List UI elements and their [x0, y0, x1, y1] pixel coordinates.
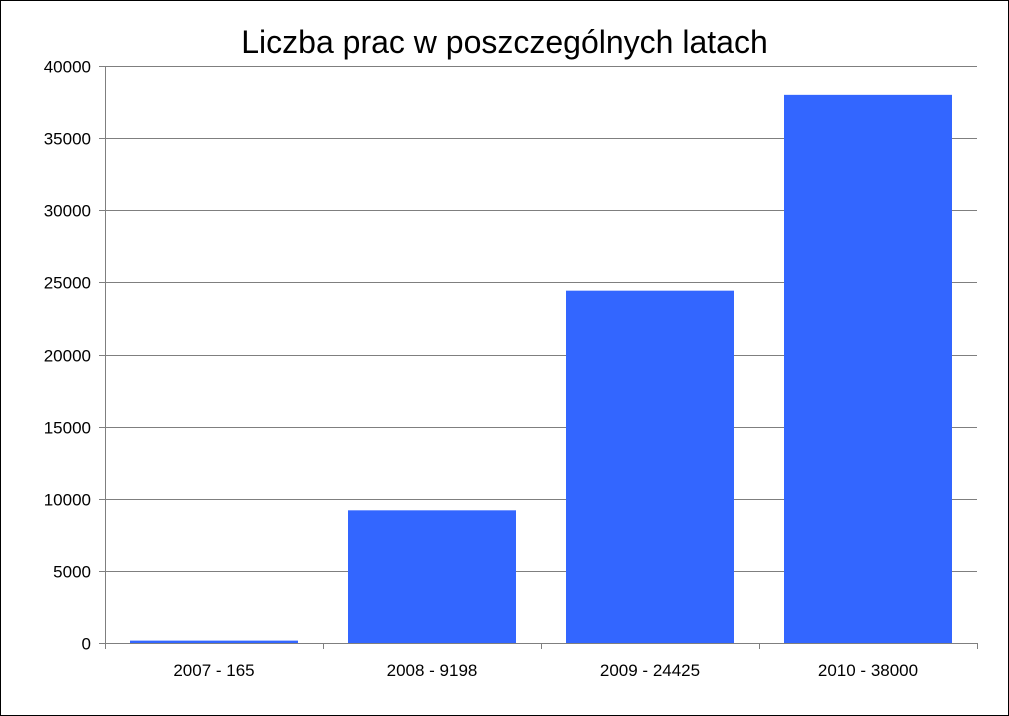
y-tick-label: 25000: [44, 274, 91, 293]
bar: [130, 640, 298, 643]
y-tick-label: 10000: [44, 491, 91, 510]
y-tick-label: 30000: [44, 202, 91, 221]
x-tick-label: 2008 - 9198: [387, 661, 478, 680]
y-tick-label: 35000: [44, 130, 91, 149]
bar: [566, 290, 734, 643]
y-tick-label: 20000: [44, 347, 91, 366]
y-tick-label: 15000: [44, 419, 91, 438]
y-tick-label: 40000: [44, 58, 91, 77]
y-tick-labels: 0 5000 10000 15000 20000 25000 30000 35000 40000: [44, 58, 91, 654]
bar: [784, 94, 952, 644]
bars: [130, 94, 952, 644]
axes: [99, 66, 978, 649]
y-tick-label: 0: [82, 635, 91, 654]
x-tick-labels: 2007 - 165 2008 - 9198 2009 - 24425 2010 - …: [173, 661, 918, 680]
x-tick-label: 2010 - 38000: [818, 661, 918, 680]
bar: [348, 510, 516, 643]
chart-title: Liczba prac w poszczególnych latach: [241, 24, 768, 60]
x-tick-label: 2009 - 24425: [600, 661, 700, 680]
y-tick-label: 5000: [53, 563, 91, 582]
x-tick-label: 2007 - 165: [173, 661, 254, 680]
